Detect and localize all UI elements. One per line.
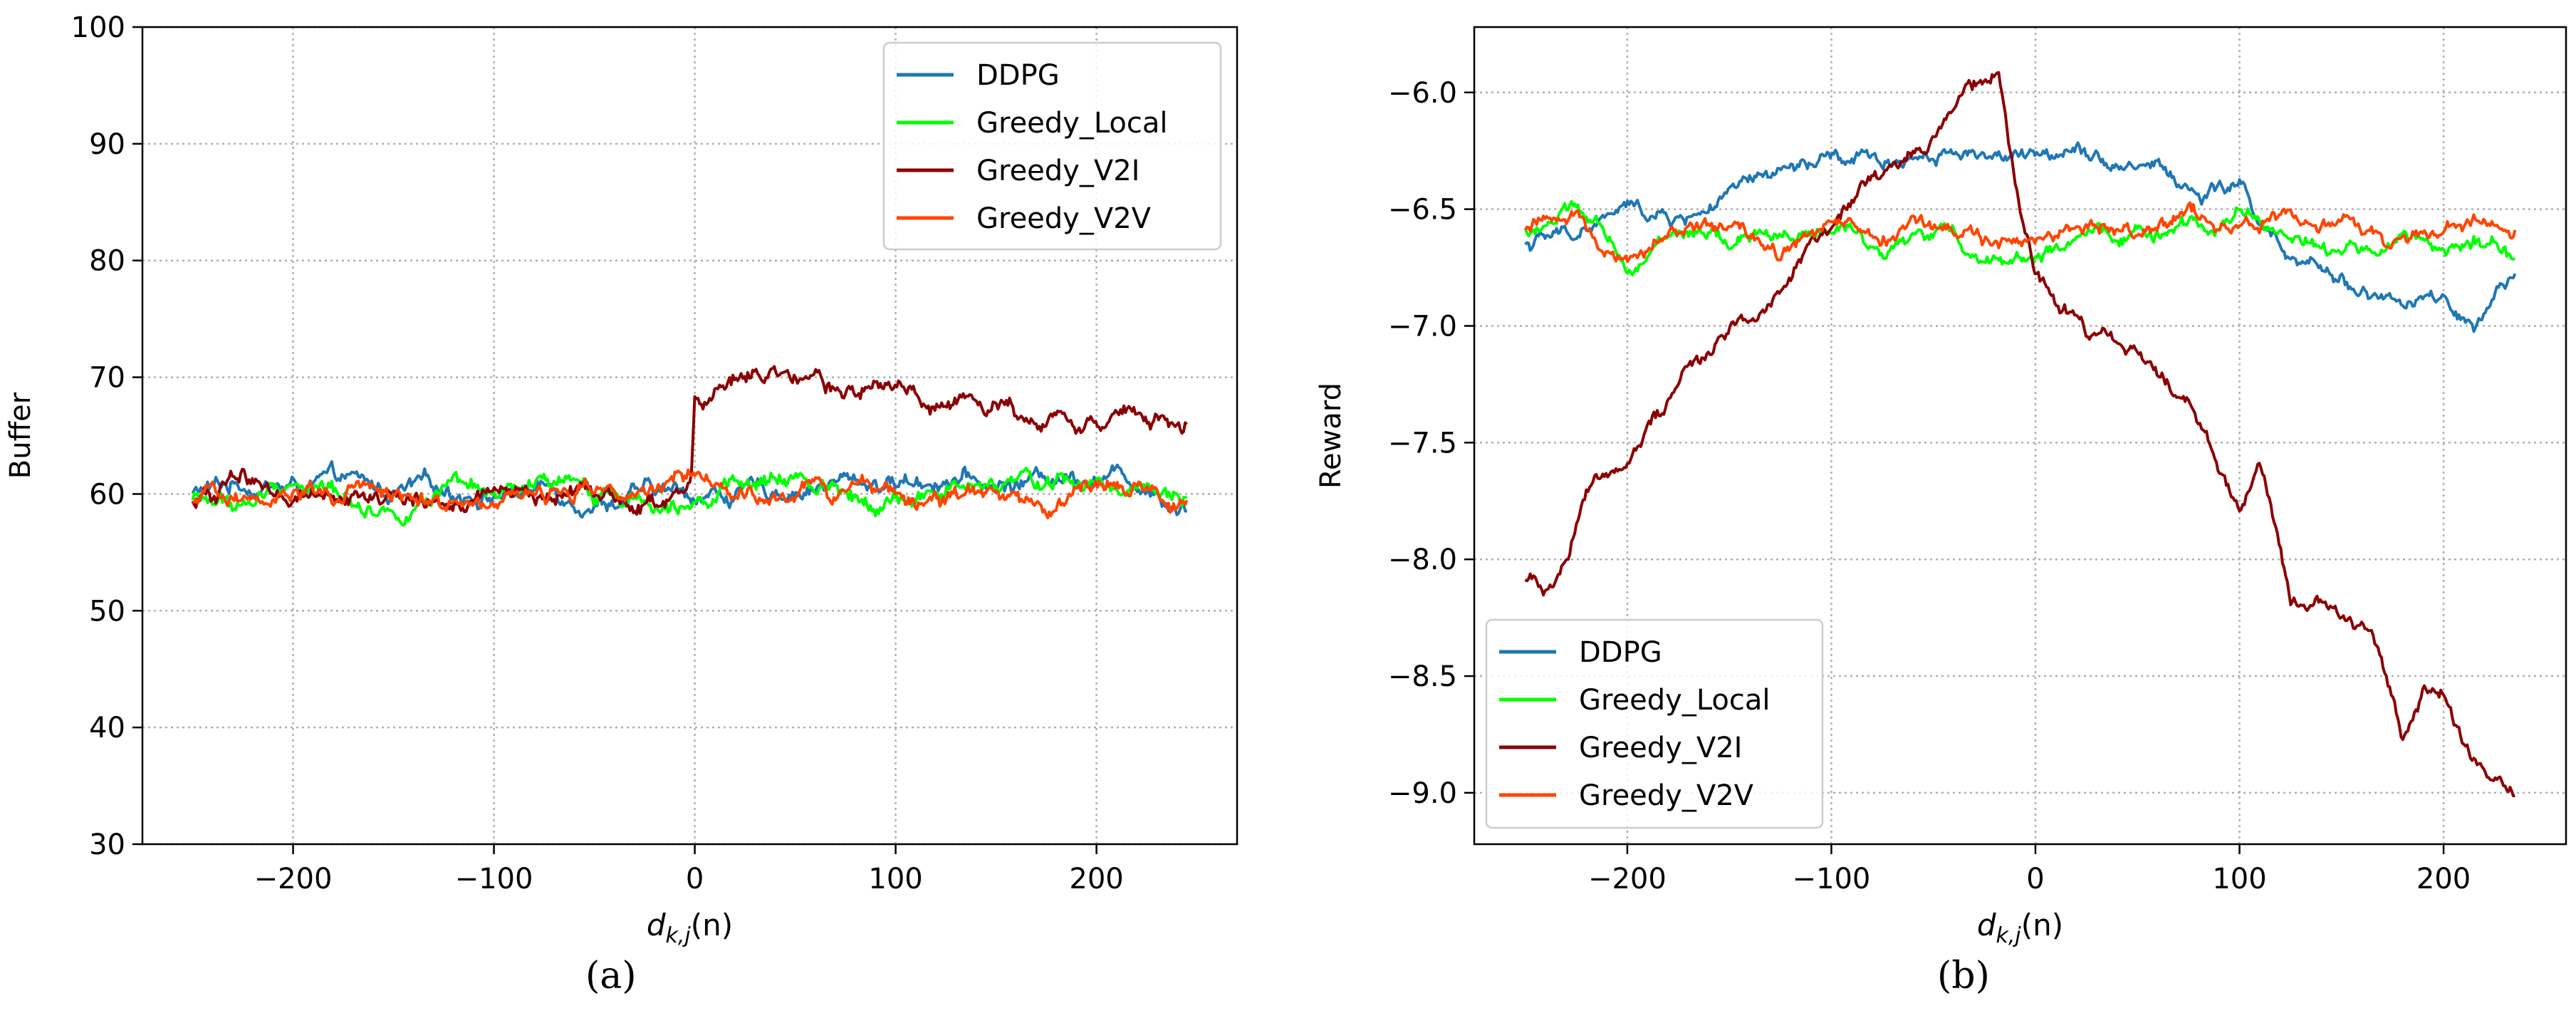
x-tick-label: 0: [686, 863, 704, 895]
legend: DDPG Greedy_Local Greedy_V2I Greedy_V2V: [1485, 618, 1824, 829]
series-line-greedy-v2v: [192, 468, 1189, 519]
series-line-greedy-v2v: [1523, 201, 2517, 264]
y-tick-label: 50: [89, 595, 125, 628]
y-tick-label: 70: [89, 362, 125, 395]
legend-label: Greedy_Local: [976, 107, 1168, 140]
legend: DDPG Greedy_Local Greedy_V2I Greedy_V2V: [882, 41, 1222, 251]
x-tick-label: −200: [254, 863, 333, 895]
series-line-ddpg: [191, 459, 1188, 519]
series-line-ddpg: [1524, 141, 2517, 333]
y-tick-label: 90: [89, 128, 125, 161]
y-tick-label: 80: [89, 245, 125, 278]
y-tick-label: 40: [89, 712, 125, 744]
plot-frame: [1473, 26, 2567, 846]
y-tick-label: 60: [89, 478, 125, 511]
y-tick-label: −7.5: [1388, 427, 1457, 459]
series-group: [191, 365, 1189, 527]
x-tick-label: 0: [2026, 863, 2044, 895]
x-tick-label: −200: [1588, 863, 1667, 895]
legend-label: Greedy_V2I: [1579, 732, 1742, 764]
series-line-greedy-local: [1523, 199, 2515, 276]
plot-frame: [141, 26, 1239, 846]
series-group: [1523, 71, 2517, 798]
panel-caption-a: (a): [585, 955, 637, 997]
panel-caption-b: (b): [1937, 955, 1990, 997]
x-tick-label: 200: [2416, 863, 2471, 895]
chart-panel-a: −200 −100 0 100 200 30 40 50 60 70 80 90 100 dk,j(n) B…: [4, 11, 1239, 948]
chart-panel-b: −200 −100 0 100 200 −9.0 −8.5 −8.0 −7.5 −7.0 −6.5 −…: [1315, 26, 2567, 948]
legend-label: DDPG: [1579, 636, 1662, 669]
legend-label: Greedy_V2V: [976, 202, 1152, 235]
x-tick-label: −100: [1793, 863, 1871, 895]
legend-box: [1485, 618, 1824, 829]
series-line-greedy-v2i: [1524, 71, 2515, 798]
x-axis-label: dk,j(n): [647, 908, 733, 948]
y-tick-label: −6.5: [1388, 194, 1457, 227]
y-tick-label: −7.0: [1388, 310, 1457, 343]
legend-label: Greedy_V2V: [1579, 779, 1754, 812]
y-tick-label: −6.0: [1388, 77, 1457, 110]
x-tick-label: −100: [455, 863, 533, 895]
series-line-greedy-local: [191, 467, 1187, 527]
y-tick-label: −8.5: [1388, 660, 1457, 693]
x-tick-label: 100: [2212, 863, 2266, 895]
legend-label: Greedy_Local: [1579, 684, 1771, 717]
legend-label: DDPG: [976, 59, 1060, 92]
y-tick-label: 100: [71, 11, 125, 44]
x-tick-label: 200: [1069, 863, 1123, 895]
y-tick-label: 30: [89, 829, 125, 861]
x-tick-label: 100: [868, 863, 922, 895]
legend-box: [882, 41, 1222, 251]
x-axis-label: dk,j(n): [1977, 908, 2063, 948]
y-axis-label: Buffer: [4, 392, 37, 479]
y-tick-label: −9.0: [1388, 777, 1457, 810]
series-line-greedy-v2i: [191, 365, 1188, 516]
y-axis-label: Reward: [1315, 383, 1347, 489]
y-tick-label: −8.0: [1388, 544, 1457, 576]
legend-label: Greedy_V2I: [976, 155, 1140, 187]
